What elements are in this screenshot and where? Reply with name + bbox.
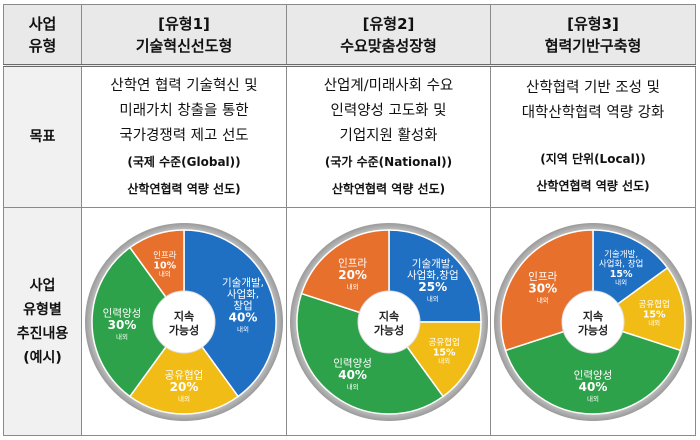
slice-note: 내외 bbox=[159, 268, 171, 277]
slice-note: 내외 bbox=[116, 332, 128, 341]
goal-type1-line3: 국가경쟁력 제고 선도 bbox=[119, 127, 249, 144]
pie-center-label: 가능성 bbox=[578, 323, 608, 337]
pie-center-hole bbox=[152, 290, 216, 353]
header-type-label-line2: 유형 bbox=[28, 36, 57, 55]
header-type2-tag: [유형2] bbox=[362, 14, 415, 33]
slice-value: 20% bbox=[170, 380, 199, 394]
goal-type1-line1: 산학연 협력 기술혁신 및 bbox=[110, 77, 258, 94]
content-row-label-line1: 사업 bbox=[29, 277, 56, 294]
pie-slice bbox=[504, 320, 682, 415]
pie-cell-type3: 기술개발, 사업화, 창업 15% 내외 공유협업 15% 내외 인력양성 40% 내외 인프라 30… bbox=[490, 207, 696, 436]
content-row-label-line2: 유형별 bbox=[23, 301, 62, 318]
content-row-label-line4: (예시) bbox=[23, 349, 62, 366]
slice-value: 20% bbox=[338, 267, 367, 281]
slice-label: 공유협업 bbox=[639, 299, 670, 310]
pie-slice bbox=[128, 320, 240, 415]
pie-slice bbox=[300, 228, 390, 323]
goal-row-label: 목표 bbox=[3, 65, 82, 208]
slice-label: 인력양성 bbox=[574, 369, 613, 381]
slice-label: 인프라 bbox=[153, 249, 177, 260]
pie-slice bbox=[91, 246, 185, 397]
content-row-label: 사업 유형별 추진내용 (예시) bbox=[3, 207, 82, 436]
goal-type3: 산학협력 기반 조성 및 대학산학협력 역량 강화 (지역 단위(Local))… bbox=[490, 65, 696, 208]
slice-value: 40% bbox=[229, 310, 258, 324]
goal-type2-scope: (국가 수준(National)) bbox=[324, 154, 453, 169]
slice-label: 공유협업 bbox=[165, 368, 204, 381]
slice-note: 내외 bbox=[178, 394, 190, 403]
business-type-table: 사업 유형 [유형1] 기술혁신선도형 [유형2] 수요맞춤성장형 [유형3] … bbox=[3, 4, 696, 436]
slice-value: 15% bbox=[610, 268, 633, 279]
slice-value: 15% bbox=[643, 309, 666, 320]
header-type-label: 사업 유형 bbox=[3, 4, 82, 67]
pie-center-label: 가능성 bbox=[169, 323, 199, 337]
pie-chart-type3: 기술개발,사업화, 창업15%내외공유협업15%내외인력양성40%내외인프라30… bbox=[494, 222, 692, 421]
goal-type3-line2: 대학산학협력 역량 강화 bbox=[521, 105, 665, 121]
pie-center-label: 지속 bbox=[583, 309, 603, 323]
header-type3-tag: [유형3] bbox=[567, 14, 619, 33]
goal-type3-line1: 산학협력 기반 조성 및 bbox=[526, 80, 660, 96]
slice-note: 내외 bbox=[237, 324, 249, 333]
goal-type3-scope: (지역 단위(Local)) bbox=[540, 152, 646, 166]
pie-center-hole bbox=[357, 290, 420, 353]
pie-center-label: 지속 bbox=[378, 309, 398, 323]
slice-label: 기술개발, bbox=[604, 248, 638, 259]
slice-note: 내외 bbox=[648, 318, 660, 327]
slice-note: 내외 bbox=[615, 277, 627, 286]
pie-chart-type2: 기술개발,사업화,창업25%내외공유협업15%내외인력양성40%내외인프라20%… bbox=[289, 222, 488, 421]
header-type-label-line1: 사업 bbox=[28, 14, 57, 33]
goal-type2-line3: 기업지원 활성화 bbox=[339, 127, 438, 144]
slice-note: 내외 bbox=[346, 281, 358, 290]
header-type1-tag: [유형1] bbox=[158, 14, 210, 33]
slice-value: 40% bbox=[338, 368, 367, 382]
pie-center-label: 가능성 bbox=[373, 323, 403, 337]
slice-note: 내외 bbox=[587, 394, 599, 403]
goal-type2-line2: 인력양성 고도화 및 bbox=[330, 102, 447, 119]
header-type3-name: 협력기반구축형 bbox=[544, 36, 642, 55]
slice-label: 기술개발, bbox=[411, 257, 453, 269]
goal-type3-lead: 산학연협력 역량 선도) bbox=[536, 179, 650, 193]
content-row-label-line3: 추진내용 bbox=[16, 325, 69, 342]
slice-value: 25% bbox=[418, 279, 447, 293]
header-type2-name: 수요맞춤성장형 bbox=[340, 36, 437, 55]
slice-value: 10% bbox=[153, 260, 176, 271]
slice-label: 사업화, bbox=[227, 287, 259, 300]
slice-value: 40% bbox=[579, 380, 608, 394]
pie-slice bbox=[387, 228, 482, 323]
slice-note: 내외 bbox=[537, 295, 549, 304]
goal-type1: 산학연 협력 기술혁신 및 미래가치 창출을 통한 국가경쟁력 제고 선도 (국… bbox=[81, 65, 287, 208]
pie-cell-type2: 기술개발, 사업화,창업 25% 내외 공유협업 15% 내외 인력양성 40% 내외 인프라 20%… bbox=[286, 207, 491, 436]
slice-value: 15% bbox=[432, 347, 455, 358]
slice-value: 30% bbox=[528, 281, 557, 295]
pie-slice bbox=[295, 292, 444, 415]
slice-label: 인력양성 bbox=[103, 307, 142, 319]
slice-label: 공유협업 bbox=[428, 336, 459, 347]
pie-chart-type1: 기술개발,사업화,창업40%내외공유협업20%내외인력양성30%내외인프라10%… bbox=[85, 222, 283, 421]
slice-label: 사업화,창업 bbox=[406, 268, 458, 281]
slice-label: 창업 bbox=[233, 298, 252, 311]
pie-center-label: 지속 bbox=[174, 309, 194, 323]
pie-cell-type1: 기술개발, 사업화, 창업 40% 내외 공유협업 20% 내외 인력양성 30% 내외 인프라 10%… bbox=[81, 207, 287, 436]
goal-type2: 산업계/미래사회 수요 인력양성 고도화 및 기업지원 활성화 (국가 수준(N… bbox=[286, 65, 491, 208]
pie-slice bbox=[183, 228, 277, 397]
goal-type2-line1: 산업계/미래사회 수요 bbox=[323, 77, 454, 94]
slice-label: 사업화, 창업 bbox=[599, 259, 644, 269]
pie-center-hole bbox=[561, 290, 625, 353]
slice-note: 내외 bbox=[346, 382, 358, 391]
slice-label: 인프라 bbox=[338, 257, 367, 269]
slice-note: 내외 bbox=[438, 355, 450, 364]
goal-type1-scope: (국제 수준(Global)) bbox=[127, 154, 241, 169]
slice-label: 인프라 bbox=[528, 271, 557, 283]
header-type1: [유형1] 기술혁신선도형 bbox=[81, 4, 287, 67]
header-type2: [유형2] 수요맞춤성장형 bbox=[286, 4, 491, 67]
pie-slice bbox=[591, 266, 686, 351]
slice-label: 기술개발, bbox=[222, 276, 264, 288]
goal-type1-line2: 미래가치 창출을 통한 bbox=[119, 102, 249, 119]
slice-note: 내외 bbox=[426, 293, 438, 302]
goal-type1-lead: 산학연협력 역량 선도) bbox=[127, 181, 241, 196]
slice-label: 인력양성 bbox=[333, 357, 372, 369]
goal-type2-lead: 산학연협력 역량 선도) bbox=[331, 181, 446, 196]
header-type1-name: 기술혁신선도형 bbox=[135, 36, 233, 55]
slice-value: 30% bbox=[108, 318, 137, 332]
header-type3: [유형3] 협력기반구축형 bbox=[490, 4, 696, 67]
